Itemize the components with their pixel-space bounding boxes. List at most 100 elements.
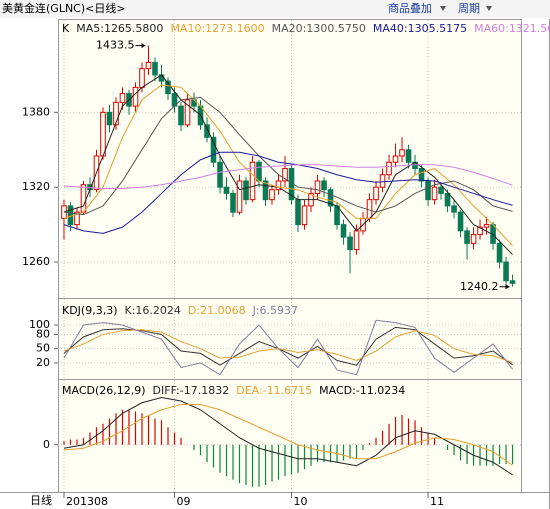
candle-body (113, 101, 119, 126)
candle-body (204, 124, 210, 138)
candle-body (269, 189, 275, 201)
overlay-button[interactable]: 商品叠加 (388, 1, 432, 15)
x-tick-label: 11 (430, 495, 444, 508)
candle-body (74, 211, 80, 226)
candle-body (106, 111, 113, 126)
arrow-head (141, 43, 146, 49)
y-tick-label: 1260 (22, 255, 50, 268)
candle-body (236, 180, 243, 213)
candle-body (100, 111, 106, 157)
candle-body (301, 205, 308, 226)
candle-body (438, 186, 444, 194)
y-tick-label: 20 (36, 356, 50, 369)
candle-body (347, 236, 353, 251)
series-line (63, 396, 513, 476)
candle-body (249, 161, 256, 201)
extreme-label: 1433.5 (96, 39, 135, 52)
candle-body (451, 205, 457, 213)
candle-body (503, 261, 509, 282)
candle-body (165, 80, 171, 95)
legend-label: MA40:1305.5175 (373, 22, 467, 35)
page-title: 美黄金连(GLNC)<日线> (2, 1, 126, 15)
candle-body (152, 61, 158, 76)
candle-body (444, 192, 451, 207)
candle-body (80, 184, 87, 213)
y-tick-label: 50 (36, 342, 50, 355)
candle-body (392, 155, 399, 163)
candle-body (431, 186, 438, 201)
legend-label: MA10:1273.1600 (170, 22, 264, 35)
y-tick-label: 100 (29, 318, 50, 331)
candle-body (353, 230, 360, 251)
legend-label: MACD:-11.0234 (319, 384, 405, 397)
series-line (63, 151, 513, 234)
series-line (63, 404, 513, 466)
candle-body (321, 180, 327, 191)
series-line (63, 96, 513, 216)
candle-body (457, 211, 464, 232)
legend-label: D:21.0068 (188, 304, 246, 317)
arrow-head (505, 284, 510, 290)
legend-label: K (62, 22, 70, 35)
candle-body (178, 105, 184, 126)
candle-body (282, 167, 288, 182)
candle-body (275, 180, 282, 191)
candle-body (314, 180, 321, 194)
plot-area (58, 19, 522, 493)
series-line (63, 164, 513, 189)
candle-body (327, 189, 334, 207)
candle-body (373, 186, 379, 201)
y-tick-label: 1380 (22, 105, 50, 118)
x-tick-label: 10 (294, 495, 308, 508)
candle-body (217, 161, 223, 188)
series-line (63, 74, 513, 255)
candle-body (340, 224, 347, 238)
legend-label: MACD(26,12,9) (62, 384, 146, 397)
candle-body (425, 180, 431, 201)
candle-body (119, 93, 126, 103)
legend-label: MA60:1321.5683 (474, 22, 550, 35)
legend-label: K:16.2024 (125, 304, 181, 317)
candle-body (483, 224, 490, 228)
candle-body (464, 230, 470, 244)
series-line (63, 84, 513, 247)
series-line (63, 329, 513, 363)
dropdown-icon (486, 6, 492, 11)
candle-body (223, 186, 230, 194)
candle-body (132, 86, 139, 107)
candle-body (139, 68, 145, 88)
candle-body (230, 192, 236, 213)
candle-body (496, 242, 503, 263)
candle-body (295, 199, 301, 226)
extreme-label: 1240.2 (460, 280, 499, 293)
candle-body (405, 149, 412, 163)
y-tick-label: 0 (43, 438, 50, 451)
candle-body (386, 161, 392, 176)
candle-body (243, 180, 249, 201)
candle-body (262, 180, 269, 201)
candle-body (379, 174, 386, 188)
candle-body (256, 161, 262, 182)
candle-body (184, 99, 191, 126)
dropdown-icon (440, 6, 446, 11)
candle-body (145, 61, 152, 70)
legend-label: DEA:-11.6715 (236, 384, 312, 397)
toolbar (0, 0, 550, 18)
candle-body (418, 167, 425, 182)
candle-body (477, 226, 483, 236)
candle-body (470, 234, 477, 244)
y-tick-label: 80 (36, 327, 50, 340)
candle-body (399, 149, 405, 157)
legend-label: J:6.5937 (252, 304, 298, 317)
candle-body (509, 280, 516, 284)
legend-label: MA20:1300.5750 (272, 22, 366, 35)
x-tick-label: 201308 (66, 495, 108, 508)
x-axis-label: 日线 (30, 493, 52, 507)
legend-label: MA5:1265.5800 (76, 22, 163, 35)
candle-body (210, 136, 217, 163)
legend-label: DIFF:-17.1832 (153, 384, 230, 397)
x-tick-label: 09 (176, 495, 190, 508)
period-button[interactable]: 周期 (458, 2, 480, 15)
y-tick-label: 1320 (22, 180, 50, 193)
